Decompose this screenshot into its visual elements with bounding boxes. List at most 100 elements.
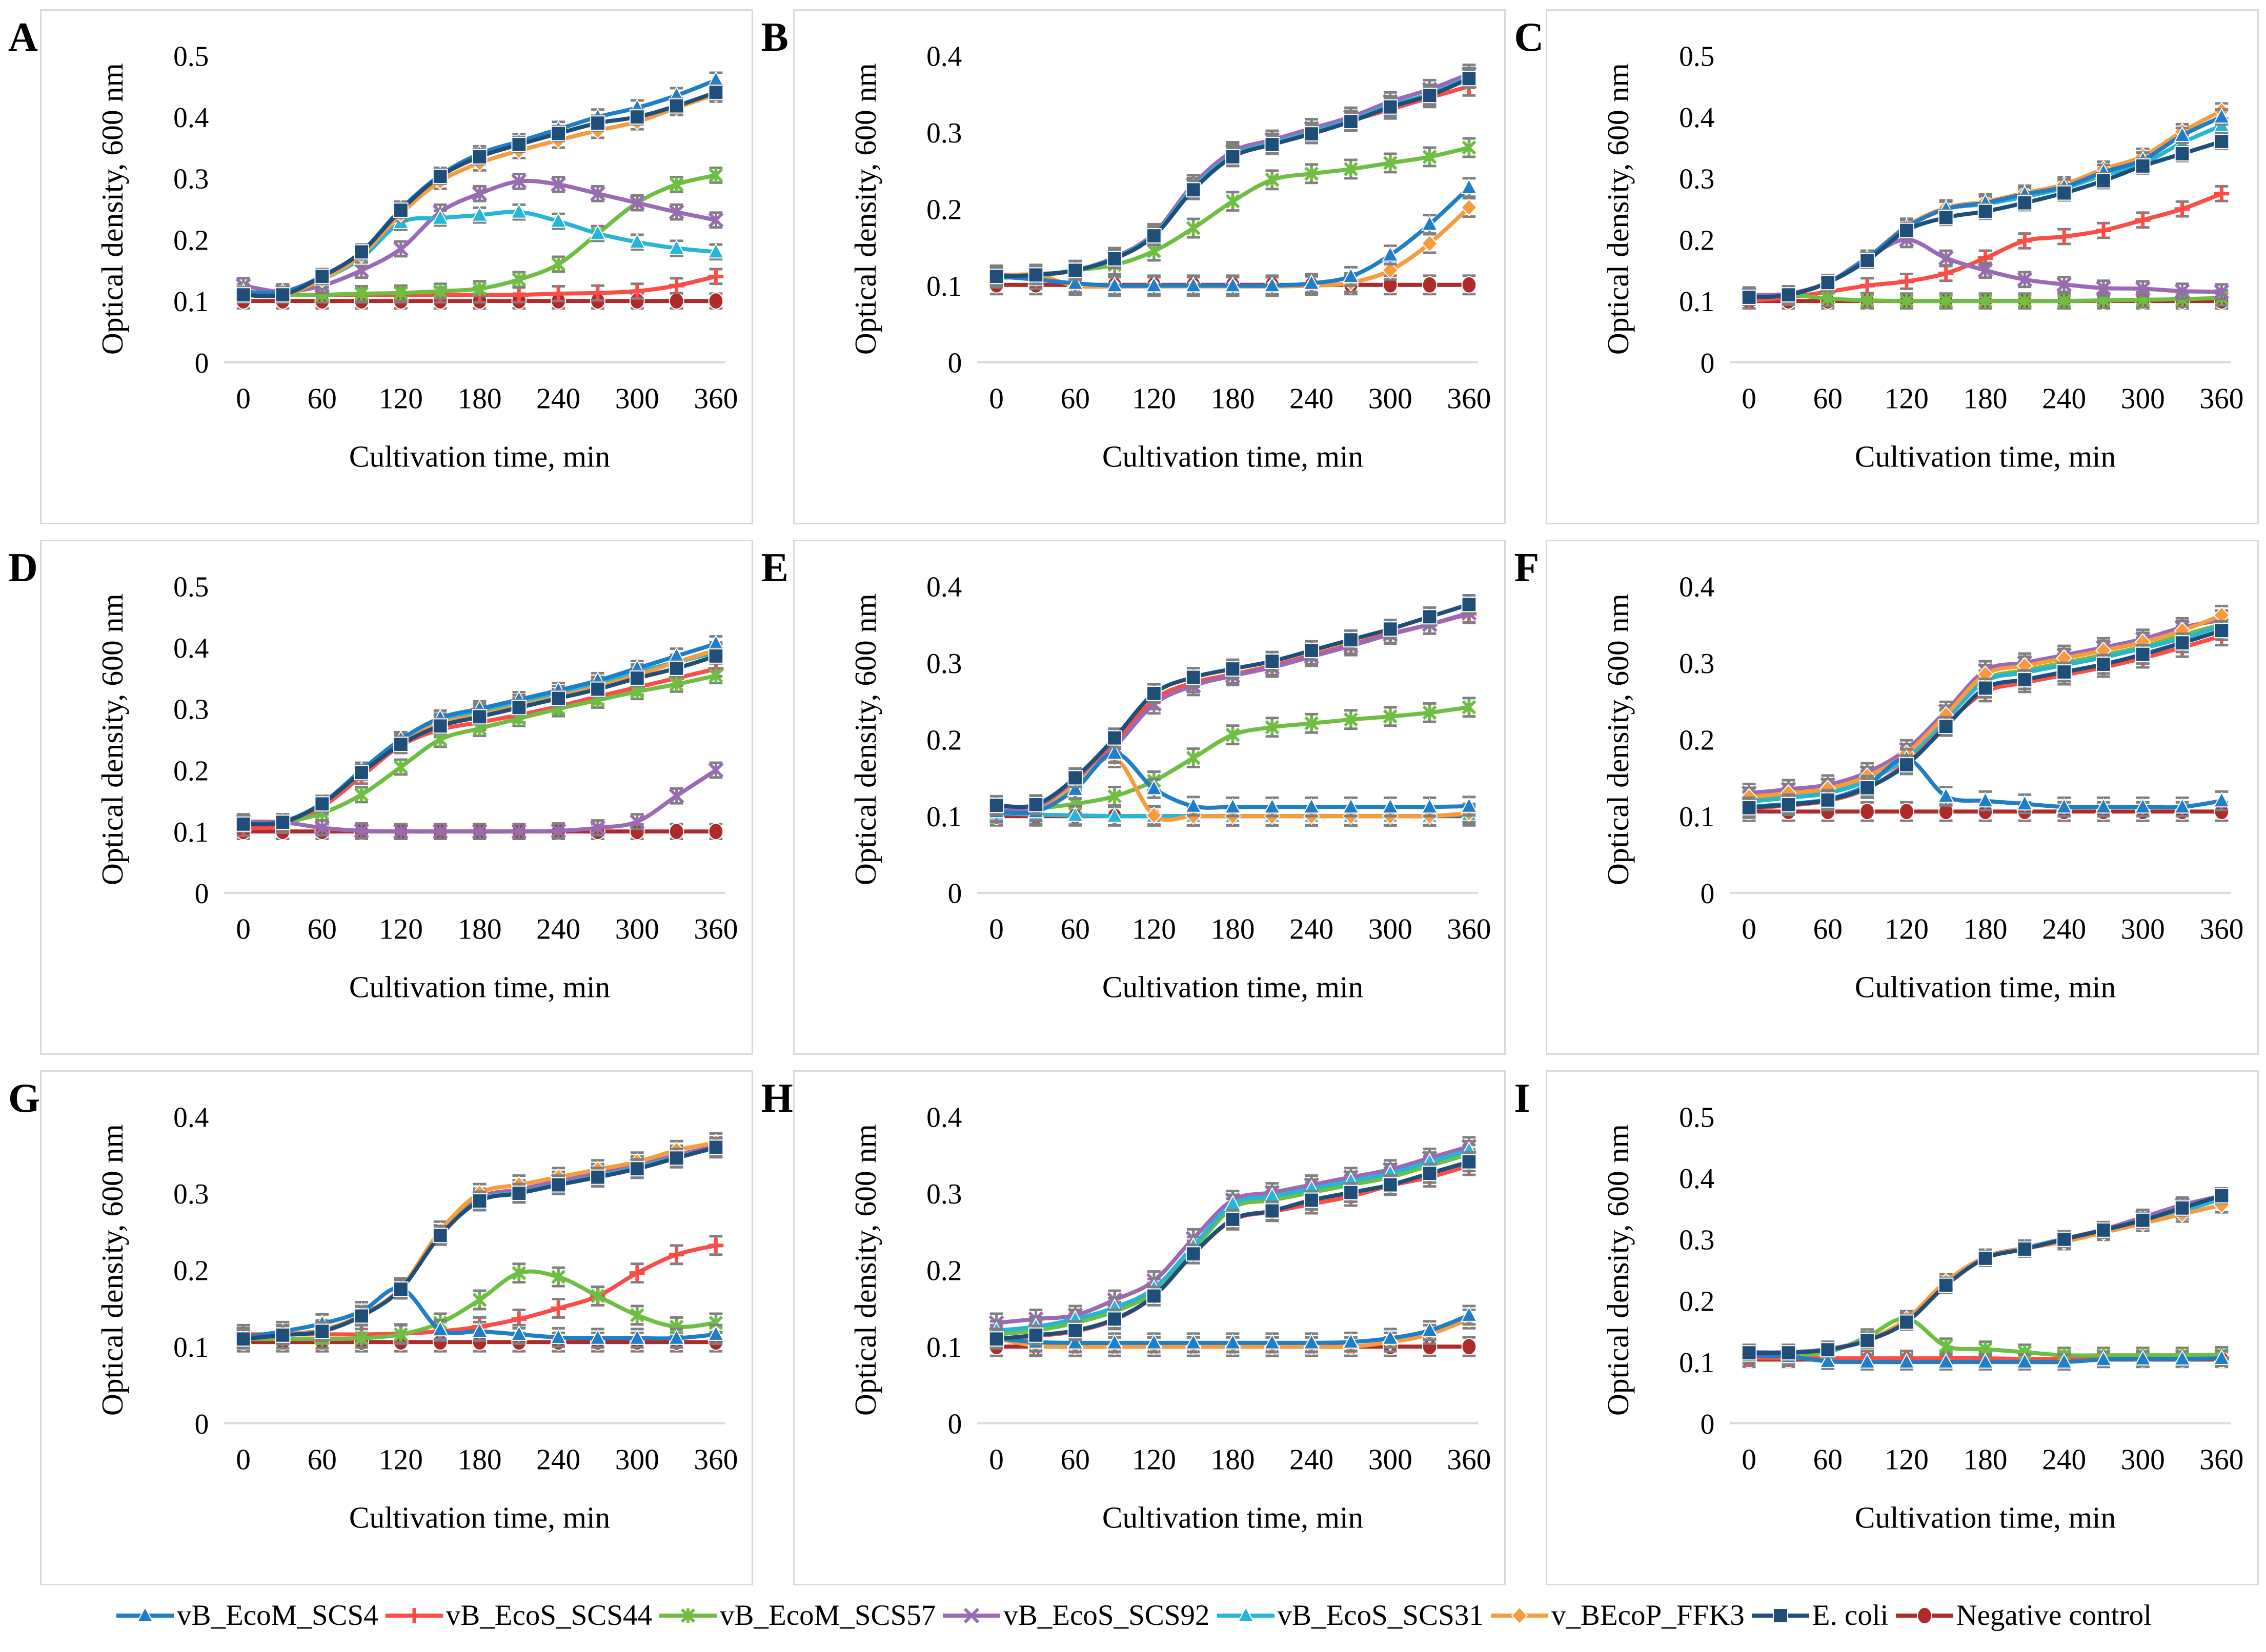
y-tick-label: 0.2 — [926, 1255, 962, 1287]
series-markers-E. coli — [1742, 134, 2230, 305]
x-tick-label: 60 — [308, 913, 337, 945]
y-tick-label: 0.4 — [173, 633, 209, 664]
x-tick-label: 360 — [694, 913, 738, 945]
chart-a: Optical density, 600 nm 0 0.1 0.2 0.3 0.4 0.5 0… — [42, 11, 752, 523]
panel-c: C Optical density, 600 nm 0 0.1 0.2 0.3 0.4 0.… — [1513, 9, 2259, 524]
legend-swatch-square-icon — [1751, 1607, 1809, 1623]
series-markers-vB_EcoM_SCS4 — [1741, 1346, 2231, 1369]
x-tick-label: 300 — [1368, 382, 1412, 415]
x-tick-label: 0 — [989, 913, 1004, 945]
chart-svg: Optical density, 600 nm 0 0.1 0.2 0.3 0.4 0 60 1… — [848, 41, 1491, 473]
x-tick-label: 60 — [308, 382, 337, 415]
panel-e-letter: E — [761, 545, 789, 590]
legend-label: v_BEcoP_FFK3 — [1551, 1599, 1745, 1631]
chart-h: Optical density, 600 nm 0 0.1 0.2 0.3 0.4 0 60 1… — [795, 1072, 1505, 1584]
legend-swatch-triangle-icon — [116, 1606, 174, 1622]
panel-h-letter: H — [761, 1076, 793, 1121]
y-tick-label: 0.1 — [173, 287, 209, 318]
x-tick-label: 360 — [1447, 1443, 1491, 1476]
x-tick-label: 60 — [1813, 913, 1843, 945]
x-tick-label: 0 — [236, 382, 251, 415]
x-tick-label: 120 — [1132, 382, 1176, 415]
legend-label: vB_EcoS_SCS31 — [1277, 1599, 1484, 1631]
legend-label: E. coli — [1812, 1599, 1889, 1631]
x-tick-label: 300 — [2121, 913, 2165, 945]
panel-h: H Optical density, 600 nm 0 0.1 0.2 0.3 0.4 0 6… — [760, 1070, 1506, 1585]
x-tick-label: 180 — [1210, 913, 1255, 945]
series-markers-E. coli — [235, 85, 724, 303]
panel-i: I Optical density, 600 nm 0 0.1 0.2 0.3 0.4 0.… — [1513, 1070, 2259, 1585]
legend-item-E. coli: E. coli — [1750, 1599, 1889, 1632]
legend-label: vB_EcoM_SCS4 — [177, 1599, 378, 1631]
x-axis-title: Cultivation time, min — [1855, 440, 2116, 474]
x-tick-label: 360 — [2200, 1443, 2244, 1476]
x-axis-title: Cultivation time, min — [349, 1501, 610, 1535]
panel-b: B Optical density, 600 nm 0 0.1 0.2 0.3 0.4 0 6… — [760, 9, 1506, 524]
x-tick-label: 180 — [1964, 913, 2008, 945]
x-tick-label: 180 — [458, 1443, 502, 1476]
legend-item-vB_EcoM_SCS57: vB_EcoM_SCS57 — [657, 1599, 936, 1632]
series-markers-vB_EcoM_SCS57 — [236, 668, 723, 831]
series-markers-vB_EcoM_SCS57 — [989, 1147, 1476, 1342]
panel-d-letter: D — [8, 545, 38, 590]
series-line-vB_EcoS_SCS92 — [994, 610, 1471, 811]
series-line-vB_EcoM_SCS57 — [241, 674, 718, 826]
series-line-E. coli — [994, 602, 1471, 809]
panel-c-letter: C — [1514, 15, 1544, 60]
chart-i: Optical density, 600 nm 0 0.1 0.2 0.3 0.4 0.5 0… — [1547, 1072, 2257, 1584]
x-axis-title: Cultivation time, min — [1102, 1501, 1363, 1535]
x-tick-label: 300 — [1368, 1443, 1412, 1476]
x-tick-label: 180 — [1210, 382, 1255, 415]
series-markers-vB_EcoS_SCS92 — [235, 173, 724, 300]
chart-svg: Optical density, 600 nm 0 0.1 0.2 0.3 0.4 0 60 1… — [848, 572, 1491, 1004]
series-markers-vB_EcoS_SCS92 — [235, 762, 724, 840]
y-tick-label: 0 — [195, 879, 209, 910]
legend-item-v_BEcoP_FFK3: v_BEcoP_FFK3 — [1489, 1599, 1745, 1632]
figure-grid: A Optical density, 600 nm 0 0.1 0.2 0.3 0.4 0.… — [8, 9, 2259, 1585]
x-tick-label: 120 — [1885, 382, 1929, 415]
x-tick-label: 240 — [1289, 913, 1333, 945]
x-tick-label: 120 — [1885, 1443, 1929, 1476]
y-tick-label: 0.5 — [1679, 41, 1714, 72]
chart-svg: Optical density, 600 nm 0 0.1 0.2 0.3 0.4 0.5 0… — [95, 572, 738, 1004]
y-axis-title: Optical density, 600 nm — [848, 63, 882, 355]
x-tick-label: 240 — [2042, 913, 2086, 945]
x-tick-label: 0 — [989, 1443, 1004, 1476]
series-markers-vB_EcoS_SCS44 — [988, 78, 1476, 286]
x-tick-label: 240 — [2042, 1443, 2086, 1476]
series-line-vB_EcoS_SCS44 — [994, 611, 1471, 812]
legend-swatch-diamond-icon — [1490, 1606, 1548, 1624]
legend-item-vB_EcoS_SCS31: vB_EcoS_SCS31 — [1215, 1599, 1484, 1632]
y-tick-label: 0.3 — [173, 1179, 209, 1210]
x-tick-label: 360 — [1447, 382, 1491, 415]
x-tick-label: 300 — [2121, 382, 2165, 415]
y-tick-label: 0.3 — [926, 1179, 962, 1210]
y-tick-label: 0.1 — [173, 1332, 209, 1363]
x-tick-label: 60 — [1060, 1443, 1089, 1476]
series-markers-E. coli — [988, 597, 1476, 813]
y-tick-label: 0 — [947, 348, 962, 379]
x-tick-label: 360 — [2200, 913, 2244, 945]
x-tick-label: 300 — [1368, 913, 1412, 945]
y-tick-label: 0.4 — [926, 572, 962, 603]
y-tick-label: 0.5 — [173, 41, 209, 72]
legend-swatch-circle-icon — [1895, 1606, 1953, 1624]
x-tick-label: 120 — [379, 1443, 423, 1476]
x-tick-label: 180 — [1964, 382, 2008, 415]
y-tick-label: 0.1 — [173, 817, 209, 848]
x-tick-label: 240 — [1289, 382, 1333, 415]
series-line-v_BEcoP_FFK3 — [1747, 1202, 2224, 1355]
y-axis-title: Optical density, 600 nm — [95, 63, 129, 355]
legend-item-vB_EcoM_SCS4: vB_EcoM_SCS4 — [114, 1599, 378, 1632]
series-markers-vB_EcoS_SCS92 — [988, 605, 1477, 817]
series-markers-E. coli — [988, 1154, 1476, 1347]
y-tick-label: 0.1 — [926, 802, 962, 833]
x-tick-label: 300 — [615, 382, 659, 415]
x-axis-title: Cultivation time, min — [349, 440, 610, 474]
x-tick-label: 360 — [1447, 913, 1491, 945]
x-tick-label: 0 — [1742, 382, 1757, 415]
x-tick-label: 120 — [1132, 1443, 1176, 1476]
series-markers-vB_EcoS_SCS92 — [235, 1138, 724, 1346]
x-tick-label: 120 — [379, 913, 423, 945]
series-markers-E. coli — [988, 71, 1476, 284]
